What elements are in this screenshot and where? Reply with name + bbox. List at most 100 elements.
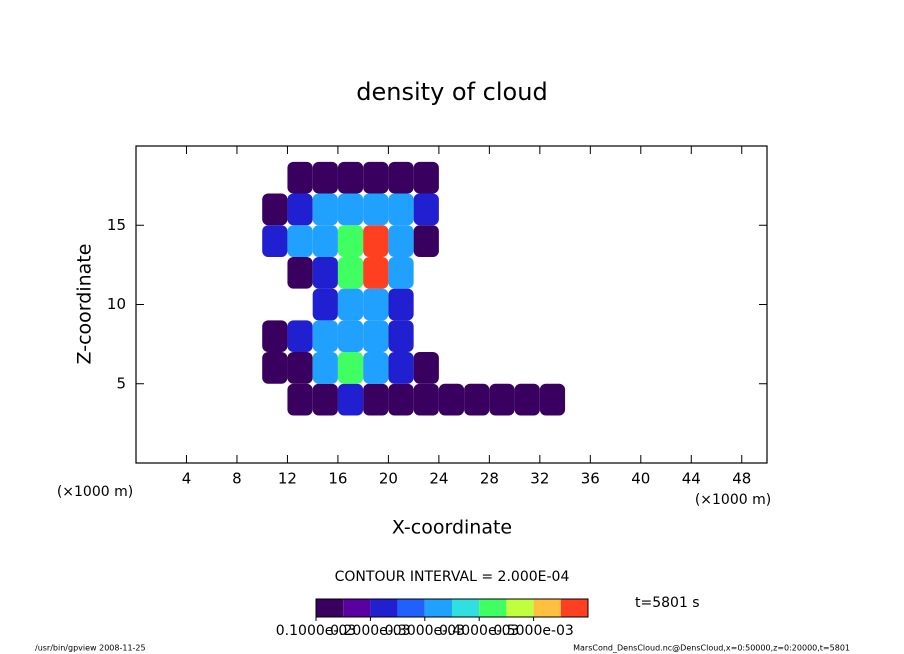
field-cell	[388, 161, 414, 194]
field-cell	[540, 352, 565, 384]
field-cell	[363, 320, 389, 353]
field-cell	[312, 193, 338, 226]
time-label: t=5801 s	[635, 595, 700, 611]
field-cell	[337, 161, 364, 194]
field-cell	[363, 161, 389, 194]
colorbar-swatch	[533, 599, 561, 617]
plot-frame	[135, 145, 768, 464]
field-cell	[515, 257, 540, 289]
field-cell	[413, 383, 439, 416]
x-tick-label: 24	[429, 470, 448, 488]
field-cell	[337, 256, 364, 289]
field-cell	[514, 383, 540, 416]
field-cell	[515, 320, 540, 352]
field-cell	[489, 162, 514, 194]
footer-left: /usr/bin/gpview 2008-11-25	[35, 644, 146, 653]
y-tick-label: 10	[107, 295, 126, 313]
field	[262, 161, 566, 416]
field-cell	[489, 225, 514, 257]
field-cell	[262, 257, 287, 289]
colorbar-tick-label: 0.2000e-03	[330, 623, 410, 639]
field-cell	[413, 193, 439, 226]
field-cell	[439, 225, 464, 257]
field-cell	[539, 383, 566, 416]
field-cell	[413, 352, 439, 384]
field-cell	[287, 289, 312, 321]
field-cell	[287, 383, 313, 416]
field-cell	[388, 288, 414, 321]
colorbar-swatch	[370, 599, 398, 617]
colorbar-frame	[315, 598, 589, 618]
colorbar-tick-label: 0.5000e-03	[493, 623, 573, 639]
field-cell	[540, 194, 565, 226]
field-cell	[337, 288, 364, 321]
x-tick-label: 36	[581, 470, 600, 488]
colorbar-tick-label: 0.4000e-03	[439, 623, 519, 639]
x-units: (×1000 m)	[695, 492, 771, 508]
field-cell	[515, 194, 540, 226]
field-cell	[363, 288, 389, 321]
field-cell	[413, 225, 439, 257]
field-cell	[540, 225, 565, 257]
field-cell	[540, 162, 565, 194]
colorbar-swatch	[560, 599, 588, 617]
field-cell	[489, 383, 515, 416]
x-units: (×1000 m)	[57, 484, 133, 500]
x-tick-label: 48	[732, 470, 751, 488]
contour-interval: CONTOUR INTERVAL = 2.000E-04	[335, 569, 570, 585]
field-cell	[363, 193, 389, 226]
field-cell	[262, 384, 287, 416]
field-cell	[312, 256, 338, 289]
colorbar-tick-label: 0.3000e-03	[385, 623, 465, 639]
field-cell	[287, 320, 313, 353]
field-cell	[489, 194, 514, 226]
field-cell	[464, 194, 489, 226]
colorbar-swatch	[343, 599, 371, 617]
field-cell	[388, 225, 414, 257]
field-cell	[262, 320, 288, 353]
field-cell	[439, 257, 464, 289]
x-tick-label: 8	[232, 470, 242, 488]
footer-right: MarsCond_DensCloud.nc@DensCloud,x=0:5000…	[573, 644, 850, 653]
colorbar-swatch	[316, 599, 344, 617]
x-tick-label: 20	[379, 470, 398, 488]
field-cell	[515, 289, 540, 321]
field-cell	[540, 257, 565, 289]
field-cell	[515, 225, 540, 257]
field-cell	[414, 257, 439, 289]
field-cell	[262, 352, 288, 384]
field-cell	[312, 320, 338, 353]
field-cell	[439, 352, 464, 384]
field-cell	[464, 320, 489, 352]
field-cell	[312, 383, 338, 416]
colorbar-swatch	[397, 599, 425, 617]
colorbar-swatch	[479, 599, 507, 617]
field-cell	[337, 320, 364, 353]
field-cell	[464, 162, 489, 194]
field-cell	[515, 162, 540, 194]
x-tick-label: 44	[682, 470, 701, 488]
field-cell	[464, 289, 489, 321]
x-tick-label: 16	[328, 470, 347, 488]
field-cell	[439, 162, 464, 194]
field-cell	[489, 289, 514, 321]
field-cell	[287, 225, 313, 257]
field-cell	[464, 225, 489, 257]
field-cell	[464, 352, 489, 384]
colorbar-tick-label: 0.1000e-03	[276, 623, 356, 639]
field-cell	[287, 256, 313, 289]
x-tick-label: 28	[480, 470, 499, 488]
field-cell	[363, 383, 389, 416]
y-tick-label: 5	[116, 374, 126, 392]
field-cell	[489, 257, 514, 289]
field-cell	[489, 320, 514, 352]
x-tick-label: 40	[631, 470, 650, 488]
field-cell	[439, 194, 464, 226]
field-cell	[262, 225, 288, 257]
field-cell	[337, 225, 364, 257]
field-cell	[540, 289, 565, 321]
field-cell	[464, 257, 489, 289]
field-cell	[388, 320, 414, 353]
chart-title: density of cloud	[356, 78, 547, 106]
